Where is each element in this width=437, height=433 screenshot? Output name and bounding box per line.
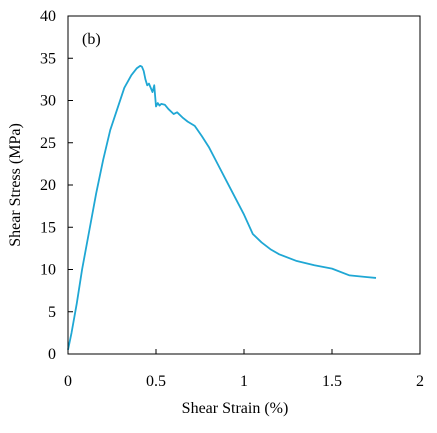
x-tick-label: 1	[240, 373, 248, 390]
y-tick-label: 25	[40, 135, 56, 152]
y-tick-label: 0	[48, 346, 56, 363]
x-tick-label: 0	[64, 373, 72, 390]
x-tick-label: 2	[416, 373, 424, 390]
marks-layer	[67, 64, 377, 350]
panel-label: (b)	[82, 31, 101, 48]
y-tick-label: 10	[40, 262, 56, 279]
series-line-0	[67, 64, 377, 350]
y-axis-title: Shear Stress (MPa)	[7, 123, 24, 247]
x-tick-label: 0.5	[146, 373, 166, 390]
y-tick-label: 20	[40, 177, 56, 194]
y-tick-label: 35	[40, 50, 56, 67]
x-axis-title: Shear Strain (%)	[182, 400, 289, 417]
y-tick-label: 5	[48, 304, 56, 321]
y-tick-label: 15	[40, 219, 56, 236]
x-tick-label: 1.5	[322, 373, 342, 390]
y-tick-label: 40	[40, 8, 56, 25]
plot-area-frame	[67, 15, 421, 355]
y-tick-label: 30	[40, 93, 56, 110]
